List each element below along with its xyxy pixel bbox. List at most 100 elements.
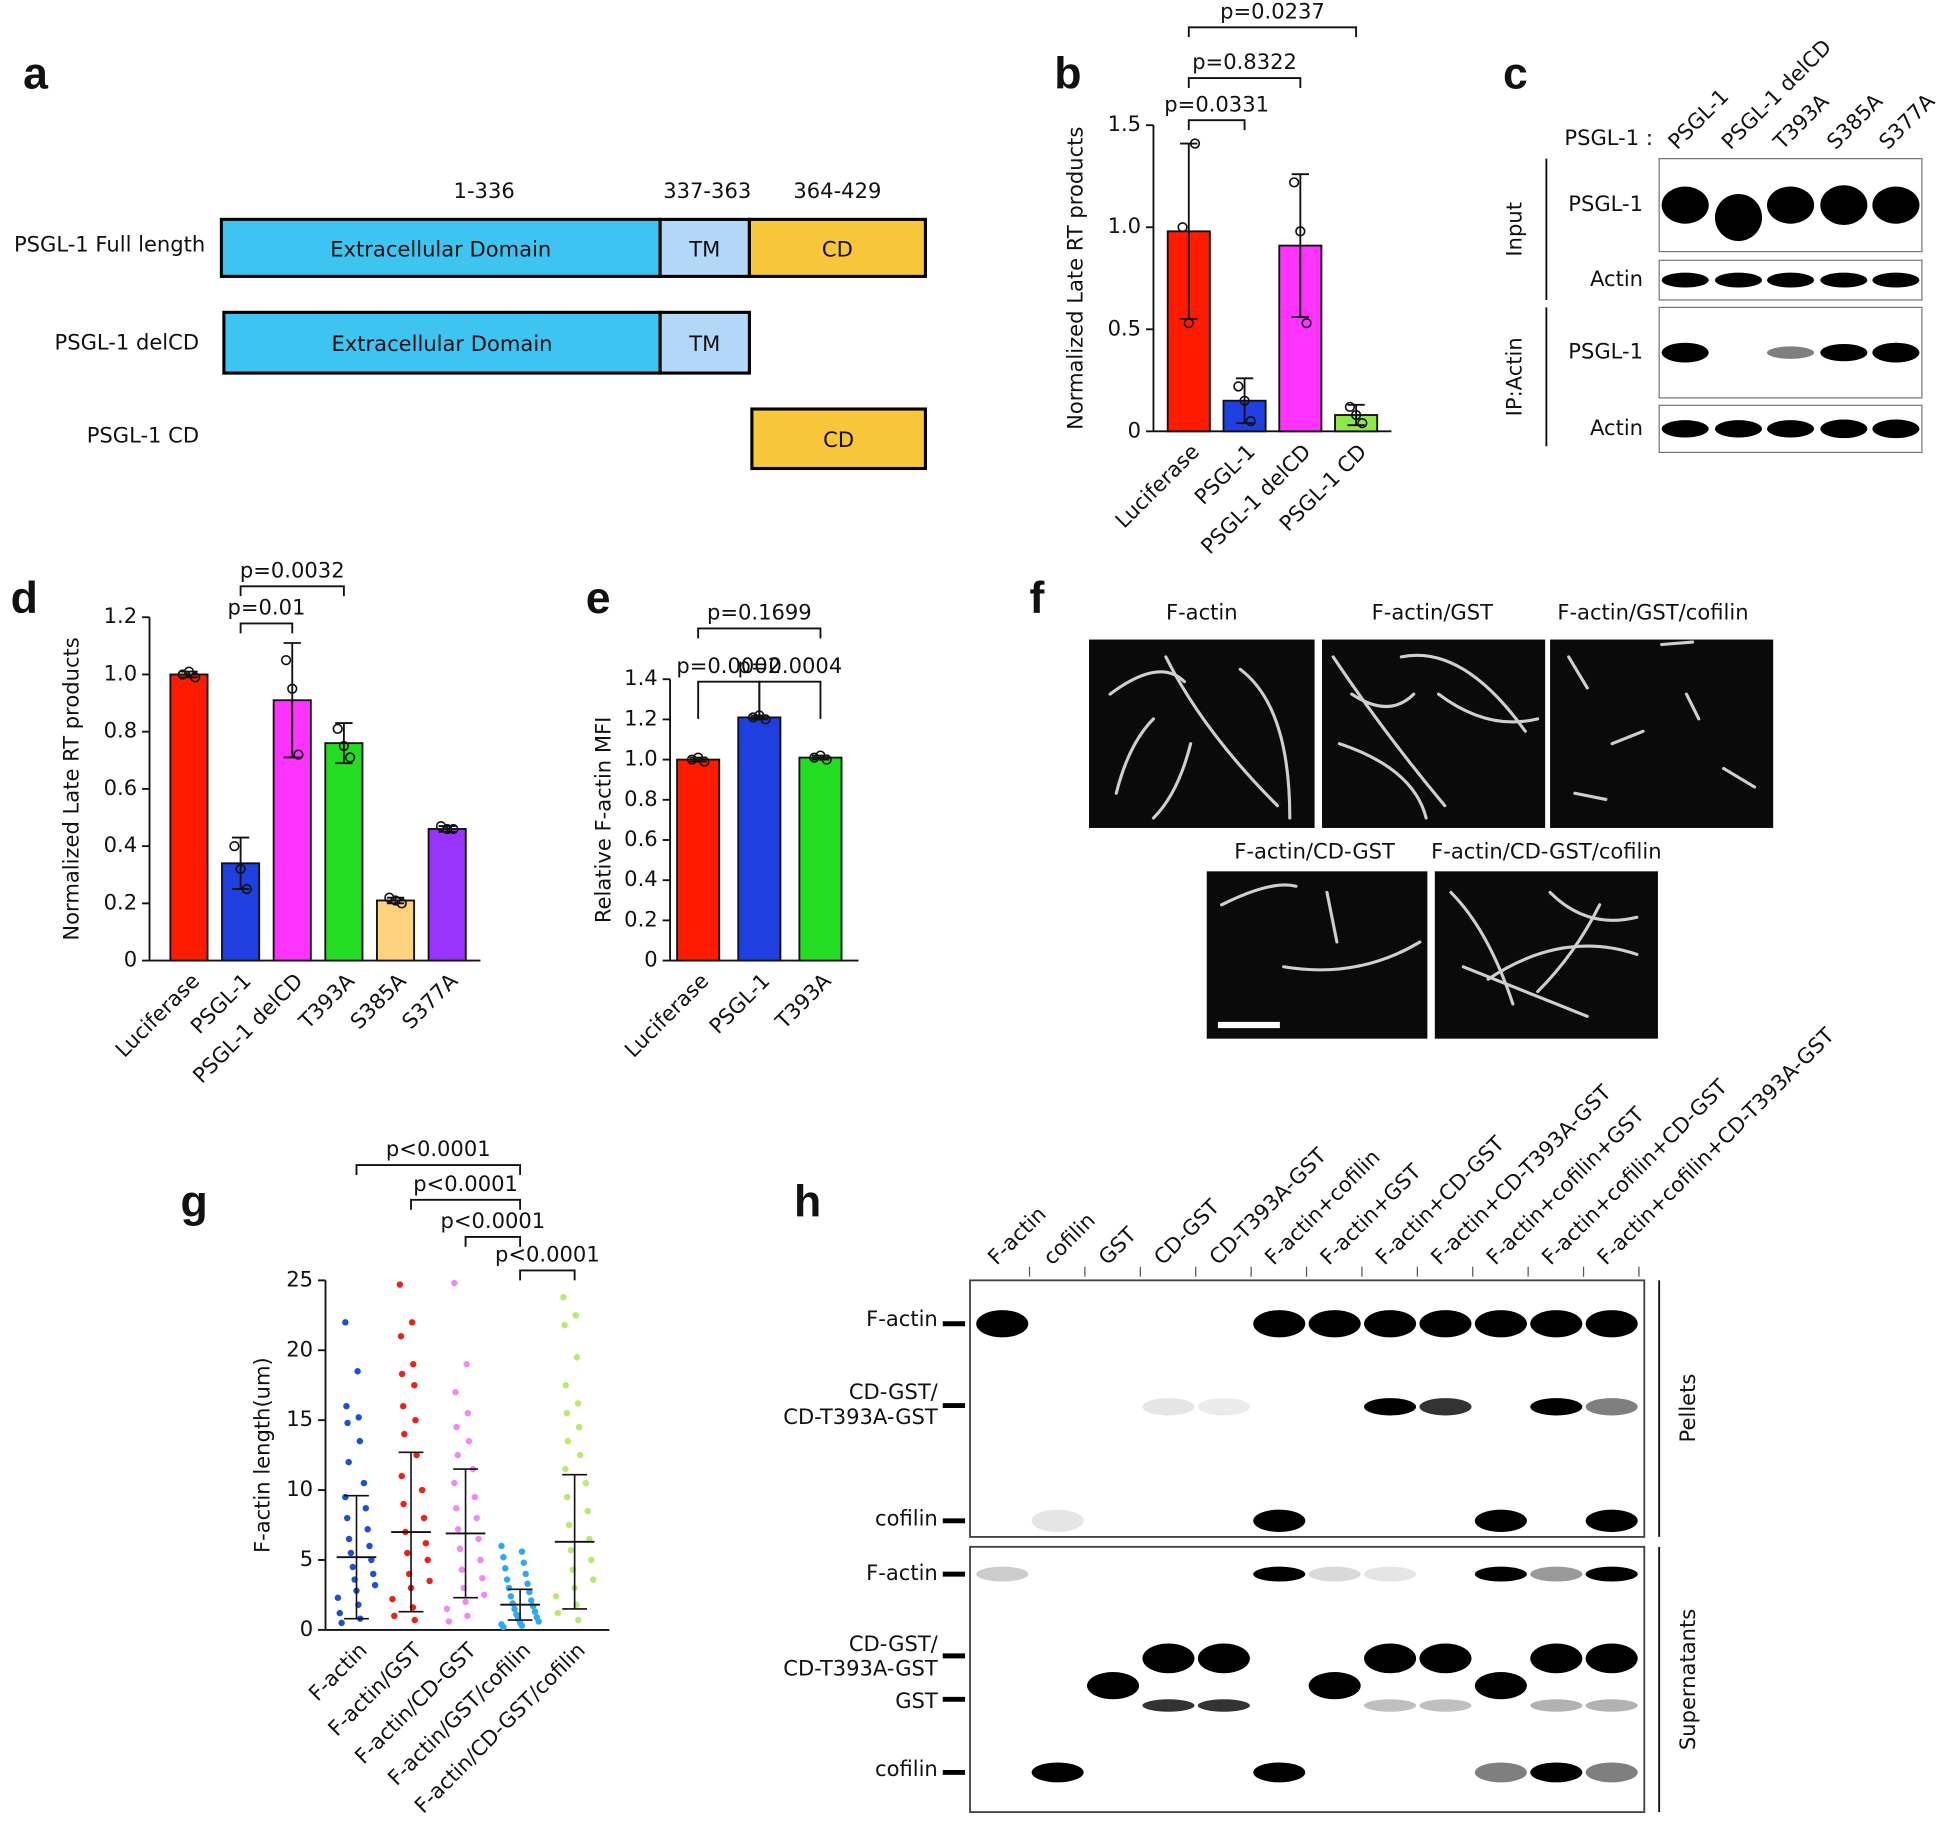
data-point (177, 669, 188, 680)
y-tick-label: 0.6 (104, 775, 138, 800)
data-point (454, 1451, 461, 1459)
data-point (479, 1574, 486, 1582)
lane-label: F-actin (982, 1201, 1050, 1269)
data-point (342, 1319, 349, 1326)
data-point (586, 1535, 593, 1543)
blot-band (1530, 1566, 1583, 1582)
filament (1684, 692, 1701, 721)
data-point (345, 1535, 353, 1543)
micrograph-title: F-actin/GST (1372, 600, 1493, 625)
data-point (500, 1553, 507, 1561)
blot-band (1714, 420, 1763, 438)
data-point (408, 1319, 416, 1326)
blot-band (1474, 1566, 1527, 1582)
data-point (336, 1609, 343, 1617)
data-point (235, 863, 246, 875)
y-tick-label: 25 (286, 1266, 313, 1291)
y-tick-label: 1.5 (1108, 111, 1142, 136)
data-point (229, 840, 240, 852)
y-tick-label: 0.4 (104, 832, 138, 857)
blot-band (1364, 1643, 1417, 1674)
significance-bracket (1187, 77, 1302, 89)
data-point (552, 1593, 560, 1600)
blot-band (1031, 1762, 1084, 1783)
panel-label: b (1054, 50, 1081, 99)
error-bar (1235, 377, 1254, 425)
data-point (366, 1542, 373, 1550)
data-point (287, 683, 298, 694)
x-tick-label: T393A (293, 968, 360, 1035)
y-axis-title: Normalized Late RT products (59, 637, 84, 940)
blot-band (1031, 1509, 1084, 1532)
data-point (396, 1281, 404, 1288)
data-point (384, 892, 395, 903)
error-bar (283, 642, 301, 759)
data-point (399, 1402, 407, 1410)
filament (1486, 944, 1639, 981)
significance-bracket (410, 1198, 522, 1210)
blot-supernatants (969, 1545, 1646, 1814)
error-bar (386, 896, 405, 905)
domain-box (658, 217, 751, 278)
domain-label: CD (822, 236, 853, 261)
y-tick-label: 0.4 (624, 866, 658, 891)
x-tick-label: Luciferase (619, 968, 713, 1062)
significance-bracket (239, 622, 294, 634)
data-point (344, 752, 356, 763)
y-tick-label: 1.4 (624, 665, 658, 690)
panel-label: e (586, 574, 611, 623)
data-point (563, 1409, 571, 1417)
data-point (338, 740, 350, 752)
data-point (391, 1612, 398, 1620)
x-tick-label: S377A (397, 968, 463, 1034)
micrograph (1550, 639, 1774, 828)
data-point (371, 1581, 379, 1589)
domain-label: CD (823, 427, 854, 452)
data-point (699, 756, 710, 767)
lane-label: S385A (1822, 88, 1888, 154)
blot-band (1714, 193, 1763, 242)
data-point (535, 1618, 542, 1625)
filament (1536, 903, 1602, 994)
blot-band (1820, 343, 1868, 362)
data-point (454, 1525, 462, 1533)
micrograph-title: F-actin/GST/cofilin (1557, 600, 1748, 625)
y-tick-label: 0 (124, 947, 137, 972)
data-point (412, 1416, 419, 1424)
lane-label: GST (1093, 1222, 1141, 1270)
residue-range: 337-363 (663, 178, 751, 203)
lane-prefix: PSGL-1 : (1564, 125, 1653, 150)
bar (427, 828, 467, 962)
significance-bracket (1187, 119, 1246, 131)
data-point (453, 1423, 460, 1431)
data-point (462, 1598, 469, 1606)
row-label: PSGL-1 (1568, 339, 1643, 364)
band-marker-label: F-actin (866, 1560, 938, 1585)
error-bar (335, 722, 353, 765)
significance-bracket (519, 1269, 576, 1281)
y-tick-label: 10 (286, 1476, 313, 1501)
filament (1337, 742, 1428, 820)
filament (1399, 653, 1527, 733)
data-point (355, 1414, 362, 1421)
blot-band (1585, 1398, 1638, 1416)
blot-band (1474, 1672, 1527, 1700)
lane-label: F-actin+cofilin+CD-T393A-GST (1592, 1022, 1839, 1269)
data-point (531, 1608, 539, 1615)
filament (1660, 640, 1695, 647)
data-point (473, 1514, 480, 1522)
y-tick-label: 1.0 (1108, 213, 1142, 238)
significance-bracket (239, 585, 345, 597)
blot-band (1474, 1509, 1527, 1532)
data-point (398, 1370, 406, 1378)
y-tick-label: 0.5 (1108, 315, 1142, 340)
band-marker-label: cofilin (875, 1756, 938, 1781)
blot-band (1530, 1643, 1583, 1674)
construct-label: PSGL-1 CD (87, 422, 199, 447)
blot-band (1364, 1566, 1417, 1582)
data-point (526, 1588, 533, 1596)
p-value: p=0.0032 (240, 557, 345, 582)
data-point (1183, 318, 1194, 329)
filament (1461, 965, 1589, 1018)
filament (1164, 655, 1279, 808)
